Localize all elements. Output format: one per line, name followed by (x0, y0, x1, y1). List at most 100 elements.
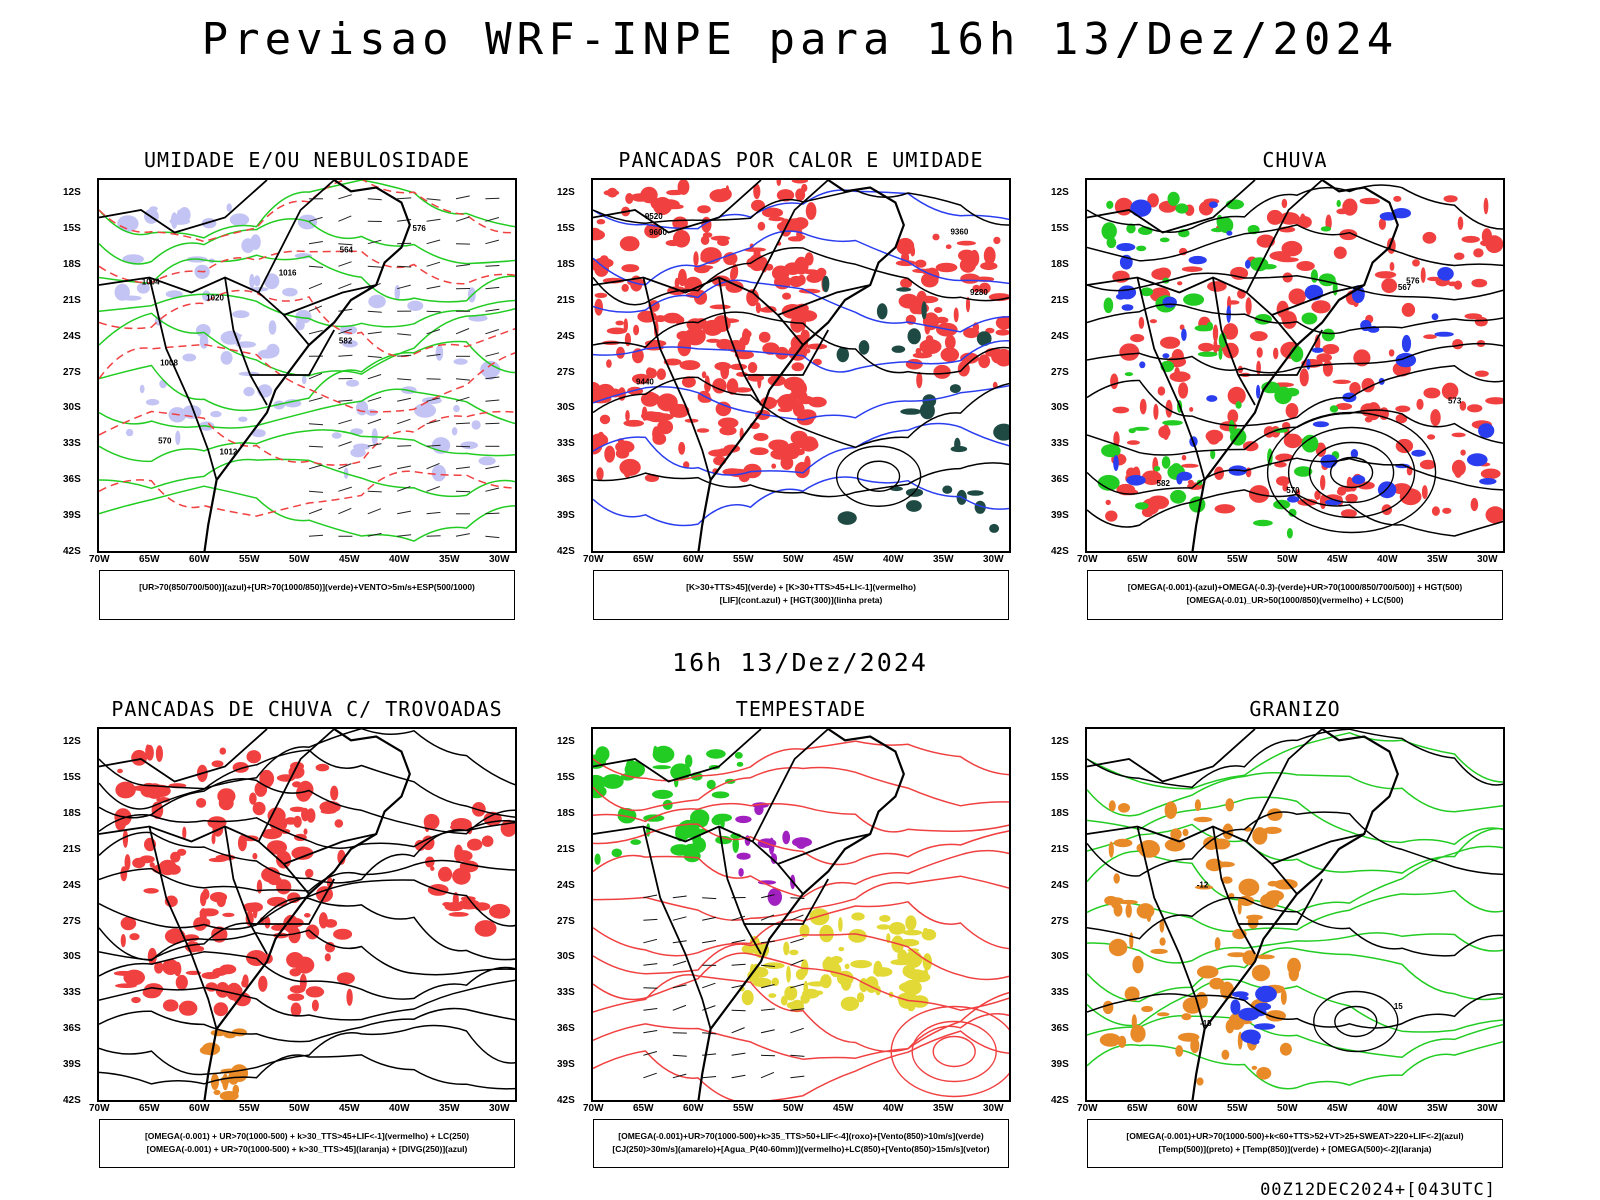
wind-vector (367, 418, 382, 425)
contour-label: -15 (1200, 1019, 1212, 1028)
shaded-cell (1471, 278, 1488, 288)
border-line (1245, 180, 1323, 293)
wind-vector (702, 1076, 717, 1079)
humidity-upper-shade (114, 203, 318, 446)
shaded-cell (304, 913, 311, 918)
coastline (1191, 180, 1399, 551)
wind-vector (308, 534, 324, 537)
shaded-cell (1181, 266, 1203, 272)
shaded-cell (993, 423, 1009, 441)
shaded-cell (1214, 466, 1225, 480)
wind-vector (455, 216, 470, 222)
shaded-cell (1197, 351, 1218, 357)
shaded-cell (350, 447, 366, 458)
contour-line (99, 814, 515, 849)
shaded-cell (1314, 334, 1321, 351)
shaded-cell (1420, 267, 1426, 283)
shaded-cell (677, 180, 690, 195)
shaded-cell (1459, 401, 1467, 411)
shaded-cell (738, 337, 746, 353)
shaded-cell (256, 879, 263, 894)
shaded-cell (1392, 483, 1411, 495)
shaded-cell (276, 879, 292, 895)
shaded-cell (355, 400, 369, 416)
tempestade-title: TEMPESTADE (735, 697, 867, 721)
shaded-cell (940, 347, 960, 363)
humidity-low-contours (99, 180, 515, 542)
shaded-cell (712, 378, 727, 394)
lat-tick-label: 39S (557, 510, 575, 522)
border-line (224, 826, 268, 955)
shaded-cell (258, 975, 268, 992)
contour-line (99, 897, 515, 961)
shaded-cell (1464, 313, 1483, 320)
lat-tick-label: 18S (557, 258, 575, 270)
shaded-cell (1395, 405, 1411, 413)
shaded-cell (819, 924, 834, 943)
vortex (890, 1005, 1009, 1098)
wind-vector (643, 1030, 658, 1034)
border-line (1271, 833, 1365, 865)
shaded-cell (295, 956, 315, 974)
lon-tick-label: 70W (89, 1103, 110, 1114)
shaded-cell (330, 785, 339, 801)
shaded-cell (1158, 425, 1171, 439)
thunder-shade-east (414, 802, 515, 937)
wind-vector (672, 895, 687, 899)
wind-vector (455, 466, 470, 470)
shaded-cell (1112, 406, 1130, 414)
shaded-cell (1460, 449, 1466, 456)
lon-tick-label: 50W (1277, 554, 1298, 565)
wind-vector (672, 984, 687, 989)
shaded-cell (407, 300, 424, 311)
shaded-cell (1431, 313, 1439, 321)
shaded-cell (967, 490, 984, 496)
temp500-contours (1087, 729, 1503, 1029)
shaded-cell (453, 405, 460, 413)
shaded-cell (653, 745, 658, 758)
shaded-cell (266, 343, 280, 358)
lon-tick-label: 50W (289, 554, 310, 565)
wind-vector (485, 422, 500, 425)
lat-tick-label: 42S (557, 1095, 575, 1106)
wind-vector (367, 310, 382, 313)
shaded-cell (693, 251, 699, 267)
shaded-cell (1126, 475, 1146, 486)
shaded-cell (1311, 300, 1331, 314)
wind-vector (702, 982, 716, 989)
shaded-cell (912, 352, 933, 359)
shaded-cell (1274, 461, 1287, 468)
shaded-cell (800, 993, 810, 1004)
humidity-upper-shade-east (331, 285, 501, 482)
shaded-cell (1169, 371, 1191, 382)
wind-vector (643, 918, 658, 921)
shaded-cell (1106, 200, 1114, 209)
border-line (1087, 729, 1256, 783)
wind-vector (426, 419, 441, 425)
shaded-cell (793, 225, 801, 230)
contour-line (99, 778, 515, 835)
shaded-cell (1457, 216, 1464, 230)
shaded-cell (732, 836, 739, 853)
shaded-cell (1113, 455, 1119, 471)
shaded-cell (603, 189, 620, 196)
shaded-cell (681, 376, 696, 388)
shaded-cell (196, 798, 207, 808)
shaded-cell (276, 850, 292, 869)
lat-tick-label: 36S (63, 474, 81, 486)
shaded-cell (334, 819, 344, 828)
shaded-cell (145, 744, 151, 760)
contour-line (593, 476, 1009, 527)
shaded-cell (641, 406, 648, 421)
legend-line: [K>30+TTS>45](verde) + [K>30+TTS>45+LI<-… (686, 582, 916, 592)
shaded-cell (1294, 466, 1313, 477)
contour-label: 567 (1398, 283, 1412, 292)
shaded-cell (264, 273, 280, 290)
shaded-cell (753, 183, 761, 200)
lat-tick-label: 39S (1051, 1059, 1069, 1071)
shaded-cell (896, 237, 915, 255)
coastline (203, 180, 411, 551)
wind-vector (790, 897, 805, 899)
shaded-cell (1153, 465, 1161, 472)
shaded-cell (717, 417, 739, 429)
